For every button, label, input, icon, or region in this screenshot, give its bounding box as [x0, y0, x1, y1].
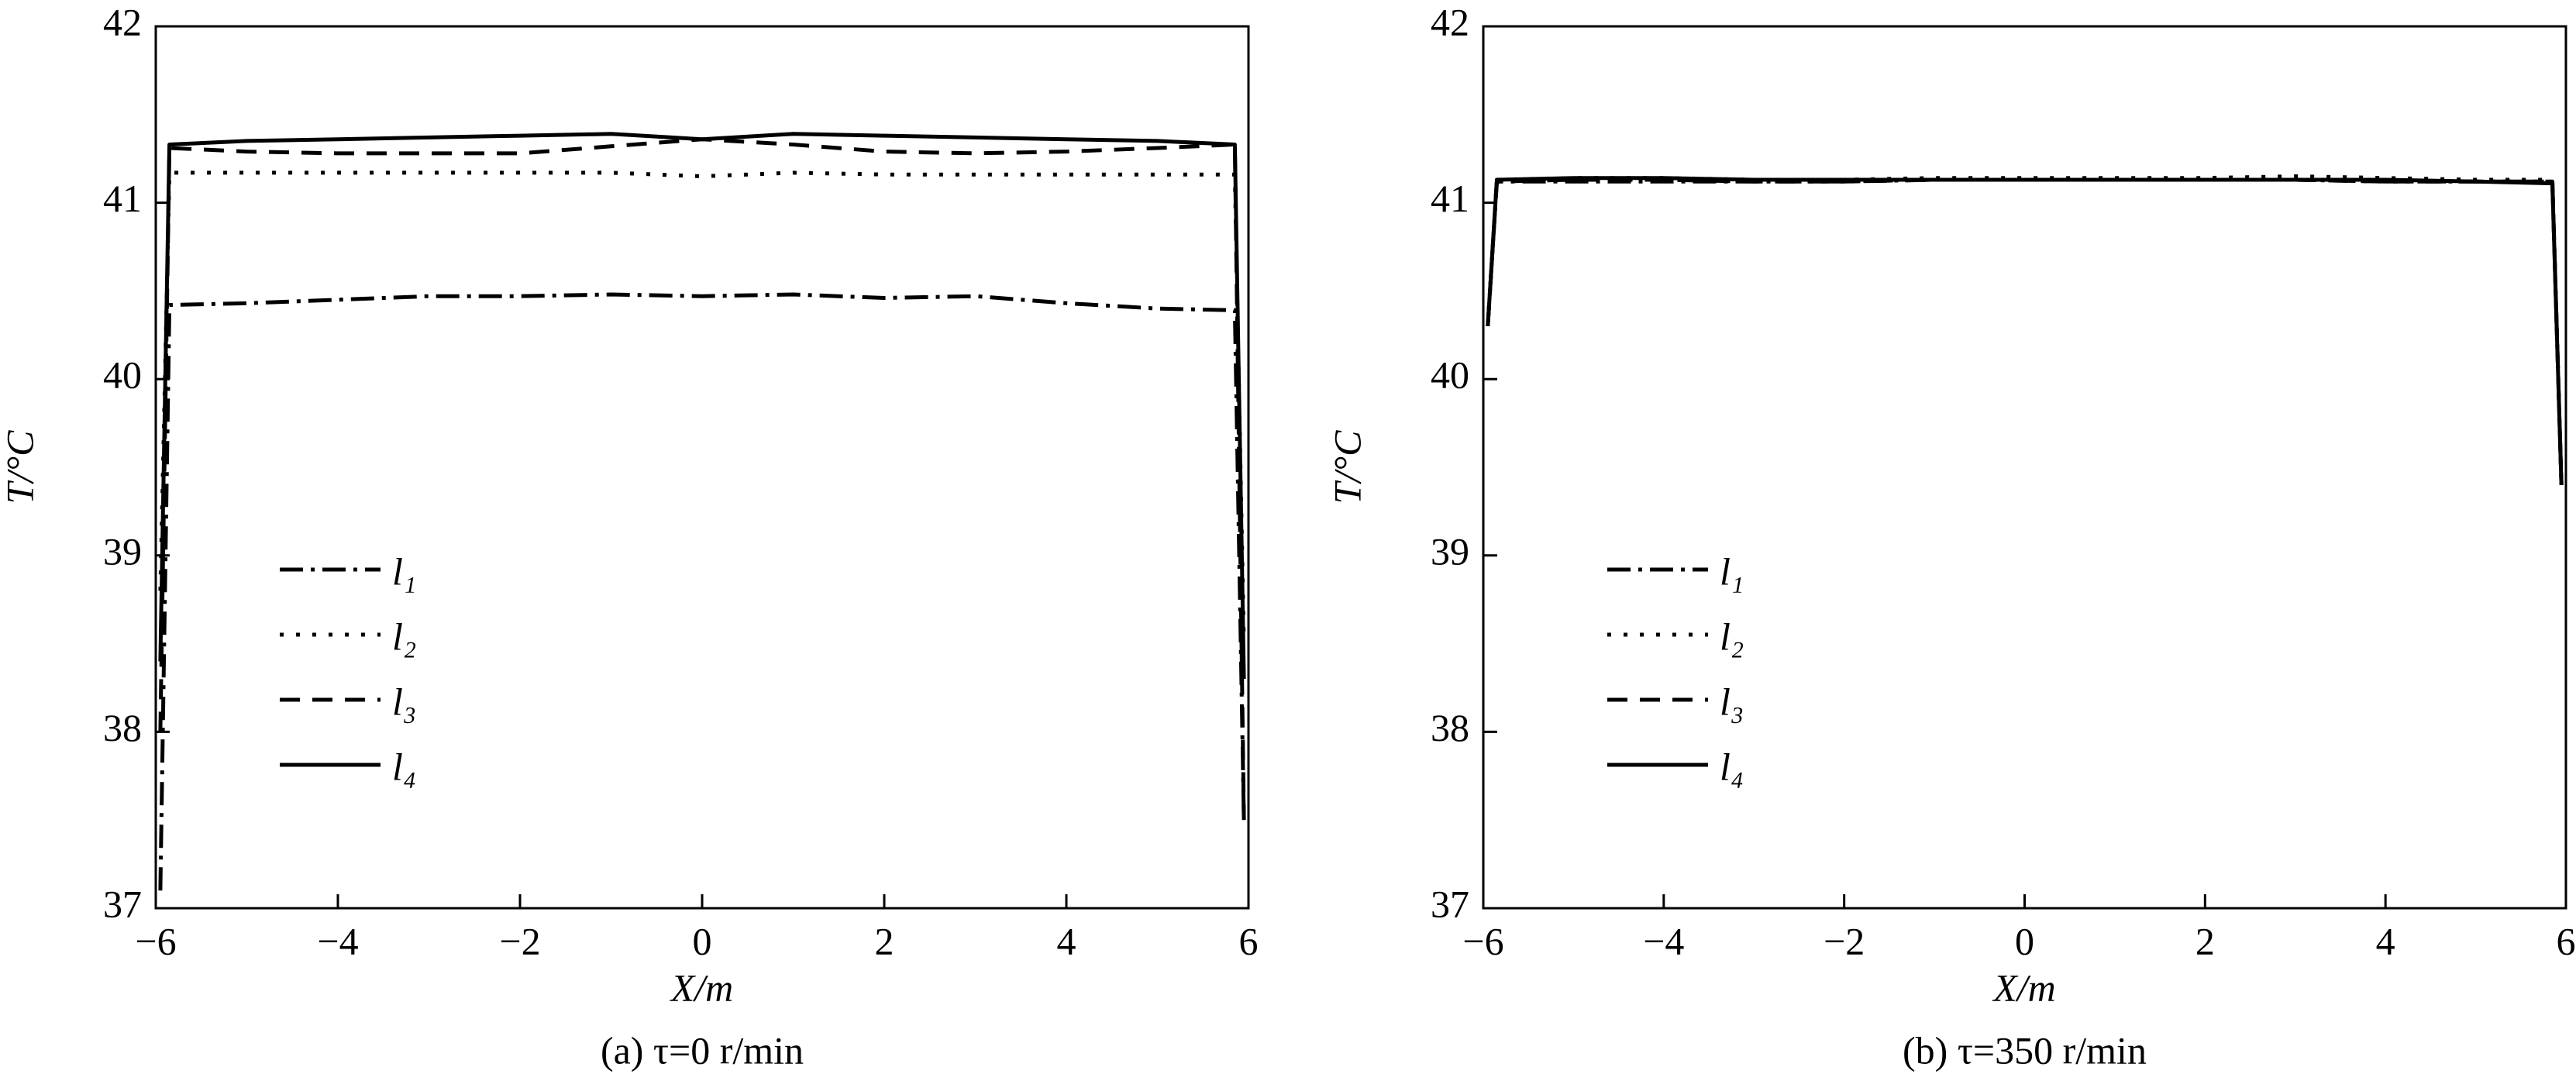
- y-tick-label: 39: [103, 529, 142, 573]
- series-line: [1486, 177, 2564, 485]
- series-line: [158, 137, 1246, 821]
- y-tick-label: 37: [1431, 882, 1469, 925]
- x-tick-label: 0: [693, 919, 712, 962]
- series-line: [158, 292, 1246, 891]
- legend-label: l₂: [1720, 615, 1744, 658]
- y-tick-label: 38: [103, 706, 142, 749]
- y-tick-label: 42: [1431, 0, 1469, 43]
- caption: (b) τ=350 r/min: [1903, 1028, 2147, 1072]
- x-tick-label: −6: [135, 919, 176, 962]
- x-tick-label: −4: [1643, 919, 1684, 962]
- series-line: [1486, 176, 2564, 485]
- y-tick-label: 41: [103, 177, 142, 220]
- y-tick-label: 42: [103, 0, 142, 43]
- plot-frame: [154, 25, 1250, 910]
- x-tick-label: −4: [317, 919, 358, 962]
- y-tick-label: 37: [103, 882, 142, 925]
- y-tick-label: 41: [1431, 177, 1469, 220]
- series-line: [1486, 177, 2564, 485]
- x-axis-label: X/m: [1992, 966, 2056, 1009]
- x-tick-label: 4: [2376, 919, 2395, 962]
- legend-label: l₃: [392, 680, 416, 723]
- legend-label: l₁: [392, 549, 416, 593]
- plot-frame: [1482, 25, 2567, 910]
- x-tick-label: 2: [875, 919, 894, 962]
- x-tick-label: 0: [2015, 919, 2034, 962]
- legend-label: l₃: [1720, 680, 1744, 723]
- x-tick-label: −6: [1462, 919, 1503, 962]
- x-axis-label: X/m: [670, 966, 734, 1009]
- y-tick-label: 40: [103, 353, 142, 397]
- caption: (a) τ=0 r/min: [601, 1028, 804, 1072]
- legend-label: l₄: [1720, 745, 1744, 788]
- y-tick-label: 39: [1431, 529, 1469, 573]
- y-axis-label: T/°C: [1325, 430, 1369, 504]
- y-axis-label: T/°C: [0, 430, 41, 504]
- series-line: [1486, 174, 2564, 485]
- y-tick-label: 40: [1431, 353, 1469, 397]
- x-tick-label: 4: [1057, 919, 1076, 962]
- x-tick-label: 6: [1239, 919, 1259, 962]
- x-tick-label: −2: [1824, 919, 1865, 962]
- legend-label: l₄: [392, 745, 416, 788]
- x-tick-label: 6: [2557, 919, 2576, 962]
- x-tick-label: 2: [2195, 919, 2215, 962]
- y-tick-label: 38: [1431, 706, 1469, 749]
- legend-label: l₁: [1720, 549, 1744, 593]
- series-line: [158, 132, 1246, 680]
- series-line: [158, 170, 1246, 644]
- legend-label: l₂: [392, 615, 416, 658]
- x-tick-label: −2: [499, 919, 540, 962]
